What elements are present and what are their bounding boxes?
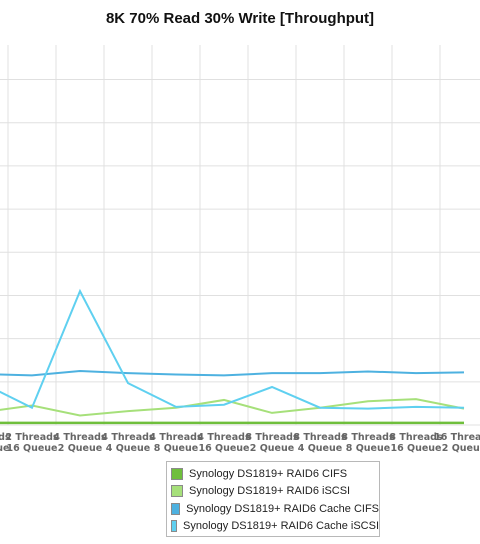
legend-label: Synology DS1819+ RAID6 CIFS	[189, 467, 348, 480]
legend: Synology DS1819+ RAID6 CIFS Synology DS18…	[166, 461, 380, 537]
legend-swatch	[171, 485, 183, 498]
legend-item[interactable]: Synology DS1819+ RAID6 iSCSI	[171, 483, 379, 501]
legend-swatch	[171, 502, 181, 515]
x-tick-label: 4 Threads 8 Queue	[149, 432, 203, 454]
x-tick-label: 2 Threads 16 Queue	[5, 432, 59, 454]
legend-swatch	[171, 467, 183, 480]
series-lines	[0, 288, 465, 425]
legend-label: Synology DS1819+ RAID6 Cache CIFS	[186, 502, 379, 515]
x-tick-label: 4 Threads 4 Queue	[101, 432, 155, 454]
x-tick-label: 8 Threads 4 Queue	[293, 432, 347, 454]
series-line-3	[0, 370, 465, 377]
series-line-2	[0, 398, 465, 417]
legend-label: Synology DS1819+ RAID6 iSCSI	[189, 485, 351, 498]
legend-item[interactable]: Synology DS1819+ RAID6 CIFS	[171, 465, 379, 483]
grid-lines	[0, 45, 480, 426]
legend-label: Synology DS1819+ RAID6 Cache iSCSI	[183, 520, 379, 533]
x-tick-label: 4 Threads 2 Queue	[53, 432, 107, 454]
x-tick-label: 8 Threads 16 Queue	[389, 432, 443, 454]
legend-item[interactable]: Synology DS1819+ RAID6 Cache CIFS	[171, 500, 379, 518]
series-line-4	[0, 288, 465, 410]
legend-item[interactable]: Synology DS1819+ RAID6 Cache iSCSI	[171, 518, 379, 536]
legend-swatch	[171, 520, 178, 533]
chart-title: 8K 70% Read 30% Write [Throughput]	[105, 10, 375, 27]
x-tick-label: 4 Threads 16 Queue	[197, 432, 251, 454]
x-tick-label: 8 Threads 8 Queue	[341, 432, 395, 454]
x-tick-label: 8 Threads 2 Queue	[245, 432, 299, 454]
